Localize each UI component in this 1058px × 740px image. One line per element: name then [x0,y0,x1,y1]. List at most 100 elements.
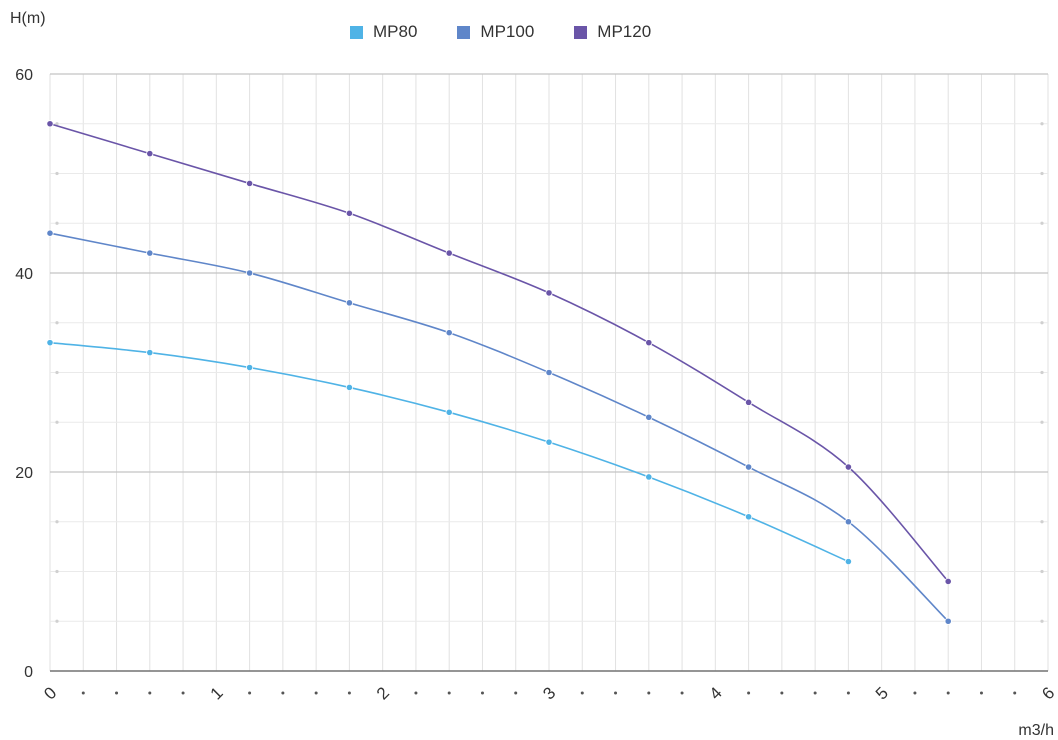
data-point-mp80 [345,383,353,392]
data-point-mp100 [345,299,353,307]
x-minor-tick [813,691,817,695]
series-line-mp100 [49,232,949,622]
x-tick-label: 4 [706,683,726,703]
legend: MP80 MP100 MP120 [350,22,651,42]
data-point-mp120 [246,179,254,188]
data-point-mp80 [545,438,553,446]
y-minor-tick [55,520,59,524]
data-point-mp120 [146,150,154,158]
x-minor-tick [913,691,917,695]
y-minor-tick [1040,569,1044,574]
x-minor-tick [1013,691,1017,695]
x-minor-tick [414,691,418,695]
legend-swatch-mp80 [350,25,363,39]
y-minor-tick [1040,171,1044,176]
x-minor-tick [680,691,684,695]
data-point-mp100 [645,413,653,421]
y-minor-tick [1040,420,1044,424]
y-minor-tick [1040,370,1044,375]
x-minor-tick [480,691,484,695]
x-minor-tick [747,691,751,695]
x-minor-tick [647,691,651,695]
y-minor-tick [1040,122,1044,126]
data-point-mp100 [944,617,952,625]
series-mp120 [46,120,952,586]
legend-item-mp120[interactable]: MP120 [574,22,651,42]
data-point-mp120 [545,289,553,297]
legend-label-mp80: MP80 [373,22,418,41]
data-point-mp120 [46,120,54,128]
x-minor-tick [514,691,518,695]
x-minor-tick [946,691,950,695]
y-tick-label: 0 [24,664,33,681]
x-minor-tick [979,691,983,695]
y-minor-tick [55,569,59,574]
y-tick-label: 60 [15,67,33,84]
data-point-mp120 [944,577,952,586]
legend-item-mp80[interactable]: MP80 [350,22,417,42]
x-minor-tick [614,691,618,695]
data-point-mp100 [246,269,254,277]
y-minor-tick [55,171,59,176]
data-point-mp100 [545,368,553,377]
legend-item-mp100[interactable]: MP100 [457,22,534,42]
y-minor-tick [55,420,59,424]
data-point-mp80 [645,473,653,481]
legend-swatch-mp100 [457,25,471,39]
data-point-mp80 [744,513,753,521]
data-point-mp80 [46,339,54,347]
x-minor-tick [181,691,185,695]
x-minor-tick [281,691,285,695]
y-minor-tick [55,619,59,623]
data-point-mp120 [445,249,453,257]
y-axis-title: H(m) [10,10,46,27]
data-point-mp100 [744,463,753,471]
x-minor-tick [846,691,850,695]
data-point-mp100 [46,229,54,237]
x-minor-tick [81,691,85,695]
x-minor-tick [580,691,584,695]
data-point-mp80 [146,348,154,357]
x-tick-label: 6 [1038,683,1058,703]
y-minor-tick [55,122,59,126]
x-tick-label: 1 [207,683,227,703]
data-point-mp100 [445,329,453,337]
data-point-mp120 [844,463,853,471]
y-minor-tick [1040,221,1044,225]
y-minor-tick [55,370,59,375]
y-minor-tick [55,321,59,325]
grid-lines [49,73,1049,672]
data-point-mp120 [645,339,653,347]
y-minor-tick [55,221,59,225]
legend-label-mp100: MP100 [480,22,535,41]
series-line-mp120 [49,122,949,582]
y-minor-tick [1040,520,1044,524]
x-minor-tick [780,691,784,695]
y-tick-label: 40 [15,266,33,283]
x-tick-label: 2 [373,683,393,703]
series-mp80 [46,339,853,566]
x-minor-tick [248,691,252,695]
data-point-mp100 [844,518,853,526]
y-minor-tick [1040,619,1044,623]
y-tick-label: 20 [15,465,33,482]
data-point-mp80 [246,363,254,372]
series-mp100 [46,229,952,625]
x-axis-title: m3/h [1018,722,1054,739]
data-point-mp80 [445,408,453,416]
y-minor-tick [1040,321,1044,325]
x-tick-label: 3 [539,683,559,703]
x-minor-tick [148,691,152,695]
legend-label-mp120: MP120 [597,22,652,41]
data-point-mp100 [146,249,154,257]
x-minor-tick [447,691,451,695]
x-tick-label: 5 [872,683,892,703]
data-point-mp80 [844,557,853,566]
x-minor-tick [347,691,351,695]
x-minor-tick [115,691,119,695]
legend-swatch-mp120 [574,25,588,39]
x-minor-tick [314,691,318,695]
data-point-mp120 [345,209,353,217]
x-tick-label: 0 [40,683,60,703]
